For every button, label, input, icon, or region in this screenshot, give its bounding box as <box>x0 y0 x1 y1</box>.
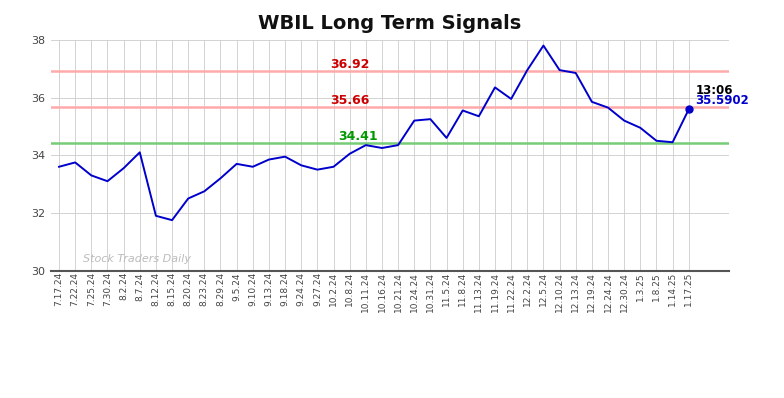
Text: 35.5902: 35.5902 <box>695 94 749 107</box>
Text: 13:06: 13:06 <box>695 84 733 97</box>
Text: 36.92: 36.92 <box>330 57 369 70</box>
Text: Stock Traders Daily: Stock Traders Daily <box>83 254 191 264</box>
Title: WBIL Long Term Signals: WBIL Long Term Signals <box>259 14 521 33</box>
Text: 34.41: 34.41 <box>338 130 378 143</box>
Text: 35.66: 35.66 <box>330 94 369 107</box>
